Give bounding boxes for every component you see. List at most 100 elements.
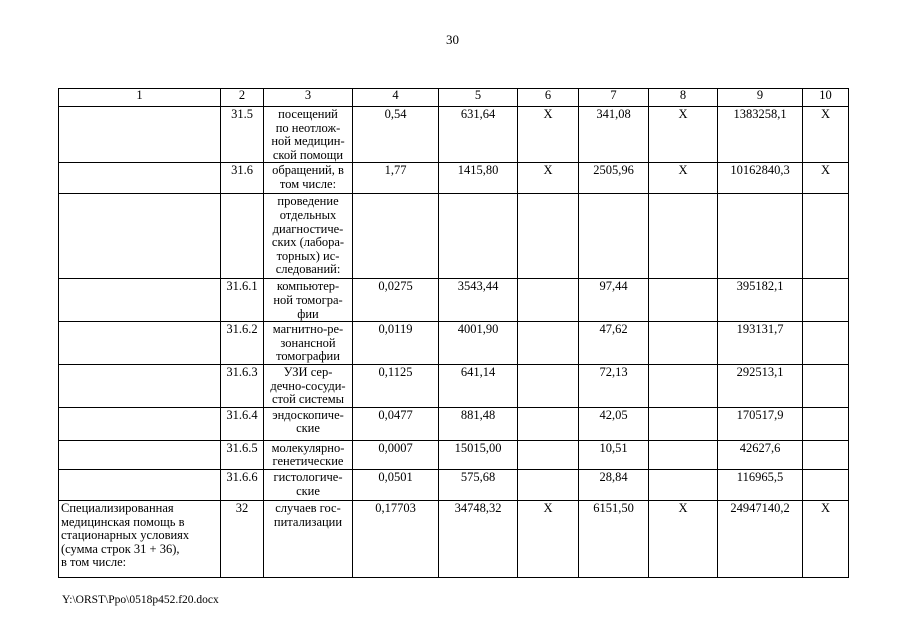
table-cell bbox=[802, 321, 849, 365]
column-header-cell: 1 bbox=[58, 88, 221, 107]
table-cell: X bbox=[517, 105, 579, 164]
table-cell bbox=[352, 193, 439, 280]
table-cell: 6151,50 bbox=[578, 499, 649, 578]
table-cell bbox=[648, 193, 718, 280]
table-cell bbox=[802, 363, 849, 408]
column-header-cell: 3 bbox=[263, 88, 353, 107]
column-header-cell: 5 bbox=[438, 88, 518, 107]
table-cell bbox=[58, 406, 221, 441]
table-cell bbox=[517, 193, 579, 280]
table-cell: 170517,9 bbox=[717, 406, 803, 441]
table-cell: 0,1125 bbox=[352, 363, 439, 408]
table-cell: 0,0501 bbox=[352, 468, 439, 501]
table-row: 31.6 обращений, в том числе: 1,77 1415,8… bbox=[58, 162, 849, 195]
table-row: 31.6.5 молекулярно- генетические 0,0007 … bbox=[58, 439, 849, 470]
table-cell: 34748,32 bbox=[438, 499, 518, 578]
table-cell: 42627,6 bbox=[717, 439, 803, 470]
table-cell bbox=[648, 363, 718, 408]
table-cell bbox=[517, 321, 579, 365]
column-header-cell: 6 bbox=[517, 88, 579, 107]
table-cell: 10162840,3 bbox=[717, 162, 803, 195]
table-cell: 631,64 bbox=[438, 105, 518, 164]
table-cell: 31.6.4 bbox=[220, 406, 264, 441]
column-header-cell: 10 bbox=[802, 88, 849, 107]
table-cell: 31.6.1 bbox=[220, 278, 264, 323]
table-cell: 0,54 bbox=[352, 105, 439, 164]
table-cell bbox=[802, 439, 849, 470]
table-cell bbox=[517, 439, 579, 470]
table-cell bbox=[58, 363, 221, 408]
table-cell: случаев гос- питализации bbox=[263, 499, 353, 578]
table-cell bbox=[717, 193, 803, 280]
table-cell bbox=[58, 278, 221, 323]
table-cell bbox=[802, 468, 849, 501]
table-cell: X bbox=[648, 105, 718, 164]
table-cell: 72,13 bbox=[578, 363, 649, 408]
table-cell: УЗИ сер- дечно-сосуди- стой системы bbox=[263, 363, 353, 408]
table-cell: 881,48 bbox=[438, 406, 518, 441]
table-cell: 116965,5 bbox=[717, 468, 803, 501]
table-cell: 31.6 bbox=[220, 162, 264, 195]
table-cell bbox=[802, 406, 849, 441]
table-cell: 47,62 bbox=[578, 321, 649, 365]
table-cell: X bbox=[517, 162, 579, 195]
table-cell bbox=[58, 321, 221, 365]
table-cell: 31.6.6 bbox=[220, 468, 264, 501]
volumes-finance-table: 1 2 3 4 5 6 7 8 9 10 31.5 посещений по н… bbox=[58, 88, 849, 578]
document-file-path: Y:\ORST\Ppo\0518p452.f20.docx bbox=[62, 594, 219, 606]
table-cell: 42,05 bbox=[578, 406, 649, 441]
table-cell: X bbox=[802, 162, 849, 195]
table-cell: обращений, в том числе: bbox=[263, 162, 353, 195]
table-cell bbox=[648, 439, 718, 470]
table-cell: 1383258,1 bbox=[717, 105, 803, 164]
table-cell: 15015,00 bbox=[438, 439, 518, 470]
table-cell: магнитно-ре- зонансной томографии bbox=[263, 321, 353, 365]
table-cell: 1415,80 bbox=[438, 162, 518, 195]
table-cell: 1,77 bbox=[352, 162, 439, 195]
column-header-cell: 4 bbox=[352, 88, 439, 107]
table-cell: 2505,96 bbox=[578, 162, 649, 195]
table-cell bbox=[517, 406, 579, 441]
column-header-cell: 9 bbox=[717, 88, 803, 107]
table-cell: 0,17703 bbox=[352, 499, 439, 578]
table-cell: Специализированная медицинская помощь в … bbox=[58, 499, 221, 578]
table-cell: 0,0275 bbox=[352, 278, 439, 323]
table-cell: 4001,90 bbox=[438, 321, 518, 365]
table-cell bbox=[58, 193, 221, 280]
table-cell bbox=[58, 468, 221, 501]
table-cell: X bbox=[802, 105, 849, 164]
table-cell: 10,51 bbox=[578, 439, 649, 470]
table-row: 31.6.4 эндоскопиче- ские 0,0477 881,48 4… bbox=[58, 406, 849, 441]
table-cell: 31.5 bbox=[220, 105, 264, 164]
page-number: 30 bbox=[446, 32, 459, 47]
table-cell bbox=[220, 193, 264, 280]
table-cell: 0,0119 bbox=[352, 321, 439, 365]
table-cell bbox=[58, 439, 221, 470]
table-cell: 575,68 bbox=[438, 468, 518, 501]
table-cell bbox=[58, 105, 221, 164]
table-cell: молекулярно- генетические bbox=[263, 439, 353, 470]
table-cell: X bbox=[517, 499, 579, 578]
table-cell: 32 bbox=[220, 499, 264, 578]
table-cell bbox=[58, 162, 221, 195]
table-cell bbox=[648, 406, 718, 441]
column-header-cell: 8 bbox=[648, 88, 718, 107]
table-cell: 31.6.5 bbox=[220, 439, 264, 470]
table-cell: 0,0007 bbox=[352, 439, 439, 470]
table-cell bbox=[517, 278, 579, 323]
table-row: 31.6.6 гистологиче- ские 0,0501 575,68 2… bbox=[58, 468, 849, 501]
table-cell: X bbox=[648, 499, 718, 578]
table-cell bbox=[578, 193, 649, 280]
table-cell: эндоскопиче- ские bbox=[263, 406, 353, 441]
table-cell: 24947140,2 bbox=[717, 499, 803, 578]
table-cell bbox=[648, 468, 718, 501]
table-row: 31.6.2 магнитно-ре- зонансной томографии… bbox=[58, 321, 849, 365]
table-cell bbox=[802, 193, 849, 280]
table-cell: X bbox=[648, 162, 718, 195]
table-cell: X bbox=[802, 499, 849, 578]
table-cell bbox=[438, 193, 518, 280]
table-cell: посещений по неотлож- ной медицин- ской … bbox=[263, 105, 353, 164]
table-cell bbox=[517, 468, 579, 501]
table-cell: 3543,44 bbox=[438, 278, 518, 323]
